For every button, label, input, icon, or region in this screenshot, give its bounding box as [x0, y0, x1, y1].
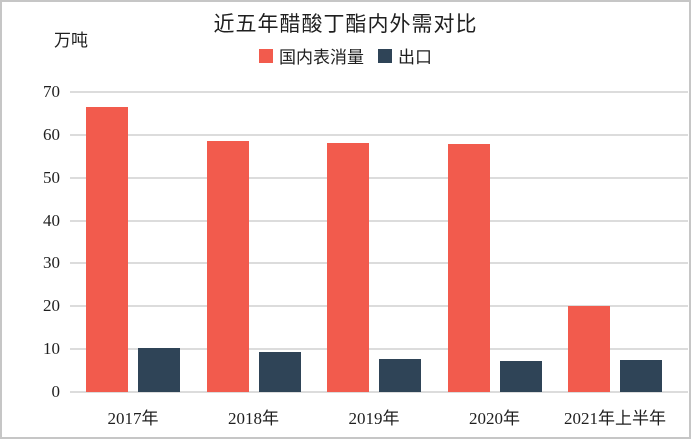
- y-axis-tick-label: 10: [43, 339, 60, 359]
- x-axis-tick-label: 2019年: [348, 409, 400, 428]
- legend-item-1: 出口: [378, 43, 432, 68]
- bar-出口-2020年: [499, 360, 542, 392]
- x-axis-tick-label: 2018年: [228, 409, 279, 428]
- legend-item-0: 国内表消量: [259, 43, 364, 68]
- x-axis-tick-label: 2017年: [107, 409, 159, 428]
- bar-出口-2019年: [379, 359, 421, 392]
- x-axis-tick-label: 2020年: [469, 409, 520, 428]
- gridline-y-10: [70, 348, 688, 351]
- legend-swatch-icon: [259, 48, 273, 63]
- y-axis-tick-label: 20: [43, 296, 60, 316]
- chart-legend: 国内表消量 出口: [2, 43, 689, 68]
- bar-出口-2018年: [258, 351, 301, 392]
- gridline-y-20: [70, 305, 688, 308]
- chart-title: 近五年醋酸丁酯内外需对比: [213, 12, 478, 36]
- y-axis-tick-label: 60: [43, 124, 60, 144]
- y-axis-unit-label: 万吨: [54, 31, 88, 50]
- x-axis-tick-label: 2021年上半年: [564, 409, 666, 428]
- bar-国内表消量-2019年: [327, 143, 369, 392]
- bar-出口-2017年: [138, 348, 180, 392]
- legend-label: 出口: [398, 48, 432, 67]
- legend-swatch-icon: [378, 48, 392, 63]
- y-axis-tick-label: 70: [43, 82, 60, 101]
- gridline-y-30: [70, 262, 688, 265]
- gridline-y-70: [70, 91, 688, 93]
- bar-国内表消量-2017年: [86, 107, 128, 392]
- gridline-y-60: [70, 133, 688, 136]
- gridline-y-0: [70, 391, 688, 393]
- y-axis-tick-label: 0: [51, 382, 61, 401]
- gridline-y-50: [70, 176, 688, 179]
- bar-国内表消量-2021年上半年: [568, 306, 610, 392]
- y-axis-tick-label: 50: [43, 167, 60, 187]
- legend-label: 国内表消量: [279, 48, 364, 67]
- gridline-y-40: [70, 219, 688, 222]
- bar-国内表消量-2018年: [206, 140, 249, 392]
- y-axis-tick-label: 30: [43, 253, 60, 273]
- bar-国内表消量-2020年: [447, 144, 490, 392]
- bar-出口-2021年上半年: [620, 359, 662, 392]
- y-axis-tick-label: 40: [43, 210, 60, 230]
